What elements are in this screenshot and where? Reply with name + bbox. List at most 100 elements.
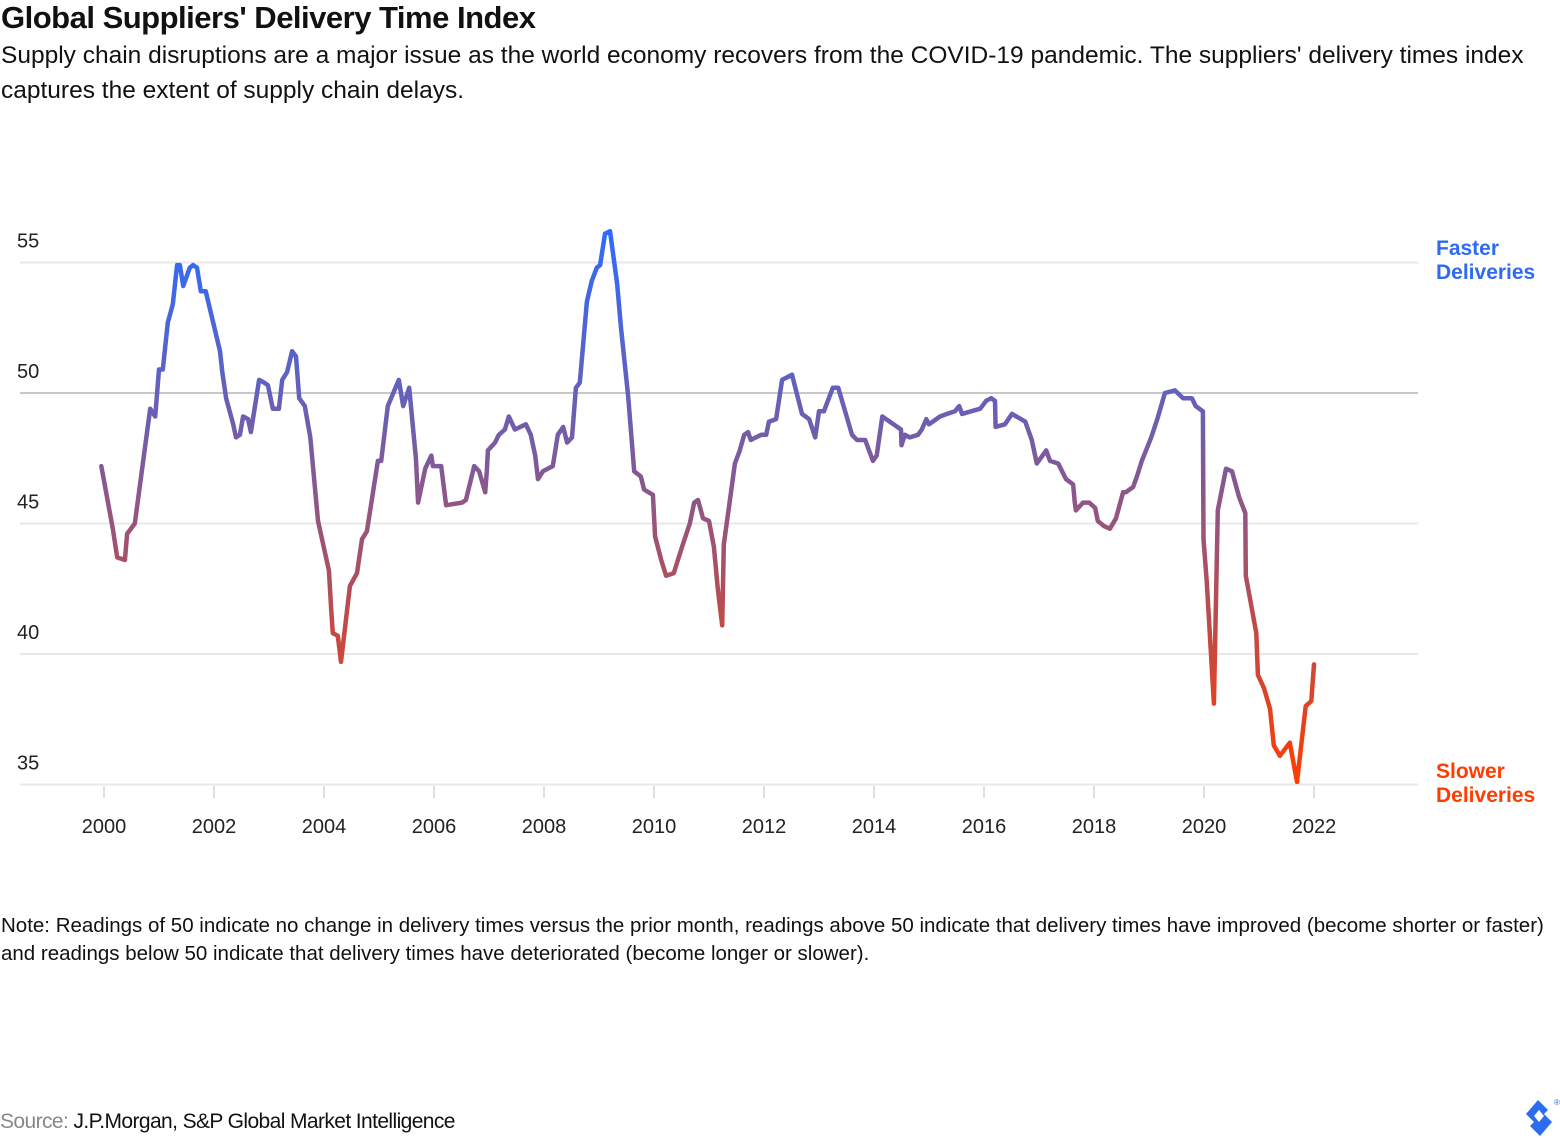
data-point (277, 407, 281, 411)
data-point (659, 558, 663, 562)
x-tick-label: 2022 (1292, 816, 1337, 838)
y-tick-label: 50 (17, 361, 39, 383)
data-point (855, 438, 859, 442)
data-point (619, 326, 623, 330)
data-point (416, 501, 420, 505)
data-point (188, 266, 192, 270)
data-point (692, 501, 696, 505)
data-point (774, 417, 778, 421)
data-point (329, 608, 333, 612)
x-tick-label: 2010 (632, 816, 677, 838)
data-point (984, 399, 988, 403)
data-point (900, 443, 904, 447)
data-point (1212, 702, 1216, 706)
data-point (355, 571, 359, 575)
x-tick-label: 2000 (82, 816, 127, 838)
data-point (696, 498, 700, 502)
data-point (1205, 579, 1209, 583)
data-point (1244, 574, 1248, 578)
data-point (945, 412, 949, 416)
data-point (916, 433, 920, 437)
data-point (1056, 462, 1060, 466)
data-point (836, 386, 840, 390)
data-point (1304, 704, 1308, 708)
data-point (285, 370, 289, 374)
data-point (1230, 469, 1234, 473)
data-point (1010, 412, 1014, 416)
data-point (603, 232, 607, 236)
data-point (1035, 462, 1039, 466)
data-point (181, 284, 185, 288)
x-tick-label: 2014 (852, 816, 897, 838)
data-point (493, 441, 497, 445)
data-point (524, 422, 528, 426)
data-point (327, 569, 331, 573)
slower-deliveries-label: Slower Deliveries (1436, 760, 1535, 808)
data-point (153, 415, 157, 419)
data-point (1064, 477, 1068, 481)
data-point (125, 532, 129, 536)
data-point (379, 459, 383, 463)
data-point (513, 428, 517, 432)
data-point (503, 428, 507, 432)
source-value: J.P.Morgan, S&P Global Market Intelligen… (73, 1110, 455, 1133)
data-point (316, 519, 320, 523)
data-point (561, 425, 565, 429)
data-point (626, 394, 630, 398)
data-point (722, 542, 726, 546)
x-tick-label: 2002 (192, 816, 237, 838)
data-point (297, 396, 301, 400)
data-point (1108, 527, 1112, 531)
data-point (871, 459, 875, 463)
data-point (1140, 459, 1144, 463)
data-point (1044, 448, 1048, 452)
data-point (365, 529, 369, 533)
data-point (1312, 662, 1316, 666)
data-point (497, 433, 501, 437)
gridlines (20, 261, 1418, 786)
data-point (712, 545, 716, 549)
data-point (257, 378, 261, 382)
series-line (99, 228, 1317, 785)
data-point (472, 464, 476, 468)
data-point (1201, 409, 1205, 413)
data-point (1181, 396, 1185, 400)
data-points (99, 229, 1316, 784)
data-point (220, 370, 224, 374)
data-point (1030, 438, 1034, 442)
data-point (1243, 511, 1247, 515)
data-point (1131, 485, 1135, 489)
data-point (178, 263, 182, 267)
data-point (266, 383, 270, 387)
data-point (271, 407, 275, 411)
data-point (707, 519, 711, 523)
faster-label-line1: Faster (1436, 237, 1500, 260)
data-point (632, 469, 636, 473)
data-point (249, 430, 253, 434)
source-line: Source: J.P.Morgan, S&P Global Market In… (0, 1110, 455, 1134)
data-point (231, 422, 235, 426)
data-point (780, 378, 784, 382)
data-point (336, 634, 340, 638)
data-point (115, 555, 119, 559)
data-point (664, 574, 668, 578)
source-label: Source: (0, 1110, 69, 1133)
data-point (688, 522, 692, 526)
data-point (653, 535, 657, 539)
data-point (1262, 686, 1266, 690)
data-point (908, 435, 912, 439)
data-point (822, 409, 826, 413)
data-point (1288, 741, 1292, 745)
data-point (241, 415, 245, 419)
data-point (1023, 420, 1027, 424)
data-point (651, 493, 655, 497)
data-point (938, 415, 942, 419)
data-point (1081, 501, 1085, 505)
data-point (875, 454, 879, 458)
data-point (570, 435, 574, 439)
data-point (831, 386, 835, 390)
x-tick-label: 2016 (962, 816, 1007, 838)
data-point (716, 587, 720, 591)
data-point (423, 467, 427, 471)
